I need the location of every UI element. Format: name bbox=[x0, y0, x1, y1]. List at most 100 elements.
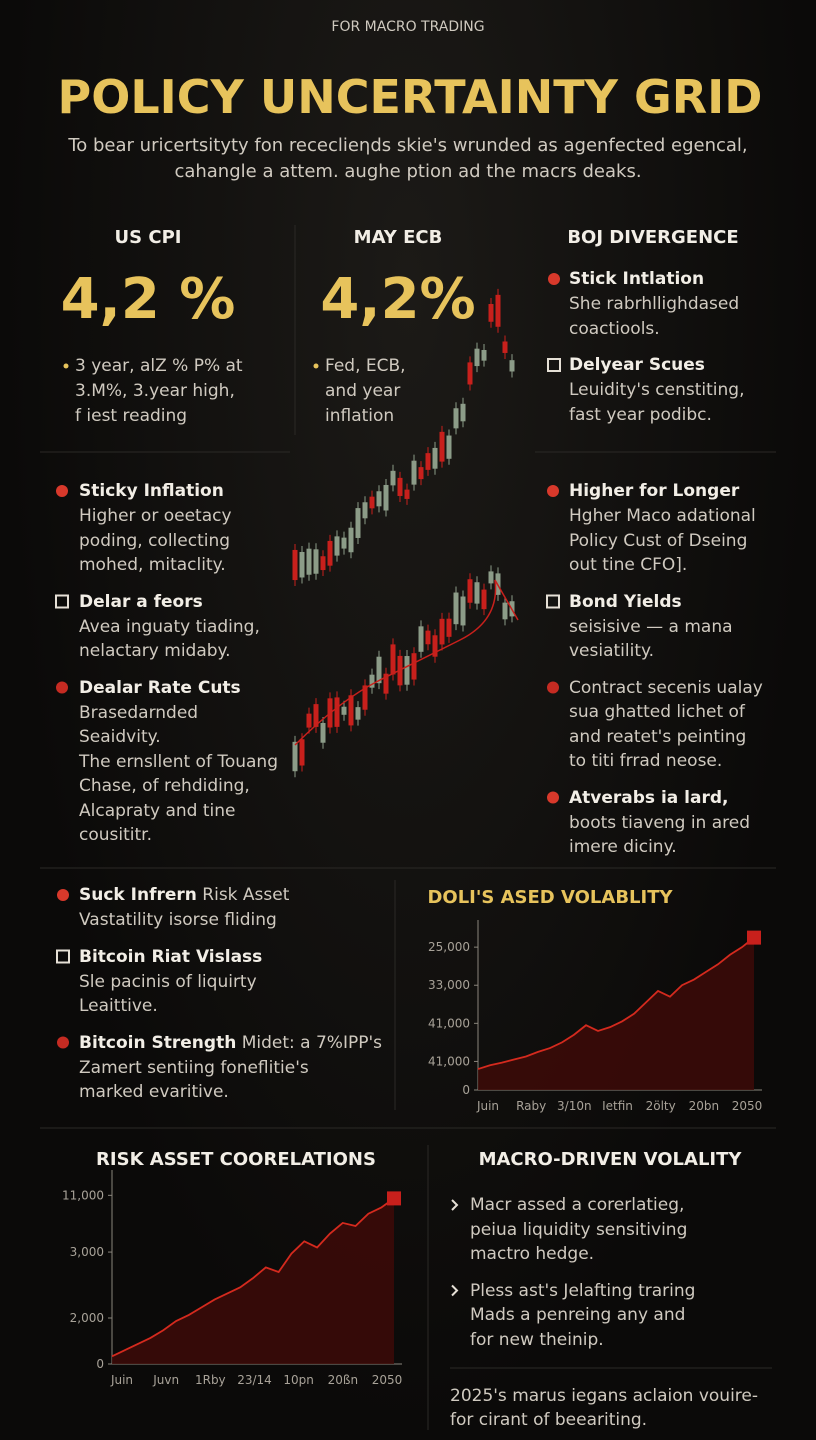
item-text: to titi frrad neose. bbox=[569, 751, 723, 771]
candle-body bbox=[495, 294, 501, 327]
candle-body bbox=[460, 403, 466, 422]
y-tick-label: 41,000 bbox=[428, 1054, 470, 1068]
candle-body bbox=[509, 360, 515, 372]
candle-body bbox=[313, 704, 319, 727]
item-title: Delyear Scues bbox=[569, 355, 705, 375]
item-text: Pless ast's Jelafting traring bbox=[470, 1280, 696, 1301]
line bbox=[111, 1197, 395, 1358]
candle-body bbox=[292, 741, 298, 772]
candle-body bbox=[369, 496, 375, 509]
candle-body bbox=[488, 303, 494, 322]
subtitle: cahangle a attem. aughe ption ad the mac… bbox=[174, 161, 642, 182]
candle-body bbox=[411, 653, 417, 680]
x-tick-label: 2ölty bbox=[646, 1099, 676, 1113]
item-text: nelactary midaby. bbox=[79, 641, 231, 661]
candle-body bbox=[376, 491, 382, 507]
candle-body bbox=[299, 739, 305, 766]
candle-body bbox=[369, 674, 375, 688]
item-text: Higher or oeetacy bbox=[79, 506, 232, 526]
stat-text: Fed, ECB, bbox=[325, 356, 406, 376]
chart-title: DOLI'S ASED VOLABLITY bbox=[427, 887, 673, 908]
icon bbox=[57, 1036, 69, 1049]
candle-body bbox=[439, 431, 445, 462]
y-tick-label: 2,000 bbox=[70, 1311, 104, 1325]
candle-body bbox=[320, 556, 326, 571]
icon bbox=[547, 485, 559, 497]
x-tick-label: Raby bbox=[516, 1099, 546, 1113]
dividers bbox=[40, 225, 776, 1430]
x-tick-label: 3/10n bbox=[557, 1099, 592, 1113]
candle-body bbox=[474, 582, 480, 604]
candle-body bbox=[425, 630, 431, 645]
item-title: Atverabs ia lard, bbox=[569, 787, 729, 808]
end-marker bbox=[747, 930, 761, 945]
candle-body bbox=[390, 644, 396, 675]
y-tick-label: 25,000 bbox=[428, 940, 470, 954]
candle-body bbox=[341, 537, 347, 549]
item-text: for new theinip. bbox=[470, 1329, 604, 1350]
item-text: out tine CFO]. bbox=[569, 555, 688, 575]
item-text: The ernsllent of Touang bbox=[79, 751, 278, 772]
item-title: Bitcoin Strength Midet: a 7%IPP's bbox=[79, 1032, 382, 1053]
candle-body bbox=[453, 408, 459, 429]
item-title: Suck Infrern Risk Asset bbox=[79, 885, 290, 905]
x-tick-label: 2050 bbox=[372, 1373, 403, 1387]
x-tick-label: 10pn bbox=[283, 1373, 314, 1387]
stat-label: US CPI bbox=[114, 227, 182, 248]
candle-body bbox=[474, 348, 480, 367]
item-title: Sticky Inflation bbox=[79, 481, 224, 501]
stat-text: 3.M%, 3.year high, bbox=[75, 381, 235, 401]
item-text: Mads a penreing any and bbox=[470, 1305, 686, 1325]
x-tick-label: 20ßn bbox=[328, 1373, 358, 1387]
chart-title: RISK ASSET COORELATIONS bbox=[96, 1149, 376, 1170]
line bbox=[477, 936, 755, 1070]
item-text: imere diciny. bbox=[569, 837, 677, 857]
item-text: sua ghatted lichet of bbox=[569, 702, 745, 722]
stat-text: 3 year, alZ % P% at bbox=[75, 356, 243, 376]
candle-body bbox=[355, 707, 361, 720]
icon bbox=[547, 358, 561, 372]
item-title-rest: Midet: a 7%IPP's bbox=[236, 1032, 382, 1053]
candle-body bbox=[299, 551, 305, 578]
candle-body bbox=[390, 470, 396, 486]
item-text: fast year podibc. bbox=[569, 404, 712, 425]
candle-body bbox=[306, 713, 312, 728]
item-title-rest: Risk Asset bbox=[196, 885, 290, 905]
footnote: 2025's marus iegans aclaion vouire- bbox=[450, 1386, 759, 1406]
x-tick-label: 20bn bbox=[689, 1099, 720, 1113]
x-tick-label: Juvn bbox=[152, 1373, 179, 1387]
candle-body bbox=[320, 722, 326, 743]
item-text: seisisive — a mana bbox=[569, 616, 733, 637]
candle-body bbox=[334, 536, 340, 556]
candle-body bbox=[348, 527, 354, 553]
y-tick-label: 3,000 bbox=[70, 1245, 104, 1259]
title: POLICY UNCERTAINTY GRID bbox=[57, 70, 763, 124]
item-text: boots tiaveng in ared bbox=[569, 812, 750, 833]
candle-body bbox=[404, 489, 410, 499]
candle-body bbox=[418, 467, 424, 480]
item-text: Avea inguaty tiading, bbox=[79, 616, 260, 637]
item-title: Dealar Rate Cuts bbox=[79, 677, 241, 698]
candle-body bbox=[327, 540, 333, 566]
candle-body bbox=[418, 626, 424, 652]
end-marker bbox=[387, 1191, 401, 1206]
item-text: Leuidity's censtiting, bbox=[569, 380, 745, 400]
x-tick-label: Juin bbox=[110, 1373, 133, 1387]
candle-body bbox=[383, 673, 389, 694]
candle-body bbox=[404, 656, 410, 685]
kicker: FOR MACRO TRADING bbox=[331, 19, 485, 35]
candle-body bbox=[446, 618, 452, 637]
candle-body bbox=[355, 508, 361, 538]
candle-body bbox=[481, 589, 487, 610]
icon bbox=[55, 594, 69, 609]
item-text: Seaidvity. bbox=[79, 727, 161, 747]
candle-body bbox=[292, 549, 298, 581]
section-title: MACRO-DRIVEN VOLALITY bbox=[478, 1149, 742, 1170]
item-text: Contract secenis ualay bbox=[569, 677, 763, 698]
item-text: mactro hedge. bbox=[470, 1244, 595, 1264]
item-text: and reatet's peinting bbox=[569, 726, 747, 747]
y-tick-label: 33,000 bbox=[428, 978, 470, 992]
section-title: BOJ DIVERGENCE bbox=[567, 227, 739, 248]
item-text: cousititr. bbox=[79, 825, 152, 845]
item-text: She rabrhllighdased bbox=[569, 294, 740, 314]
